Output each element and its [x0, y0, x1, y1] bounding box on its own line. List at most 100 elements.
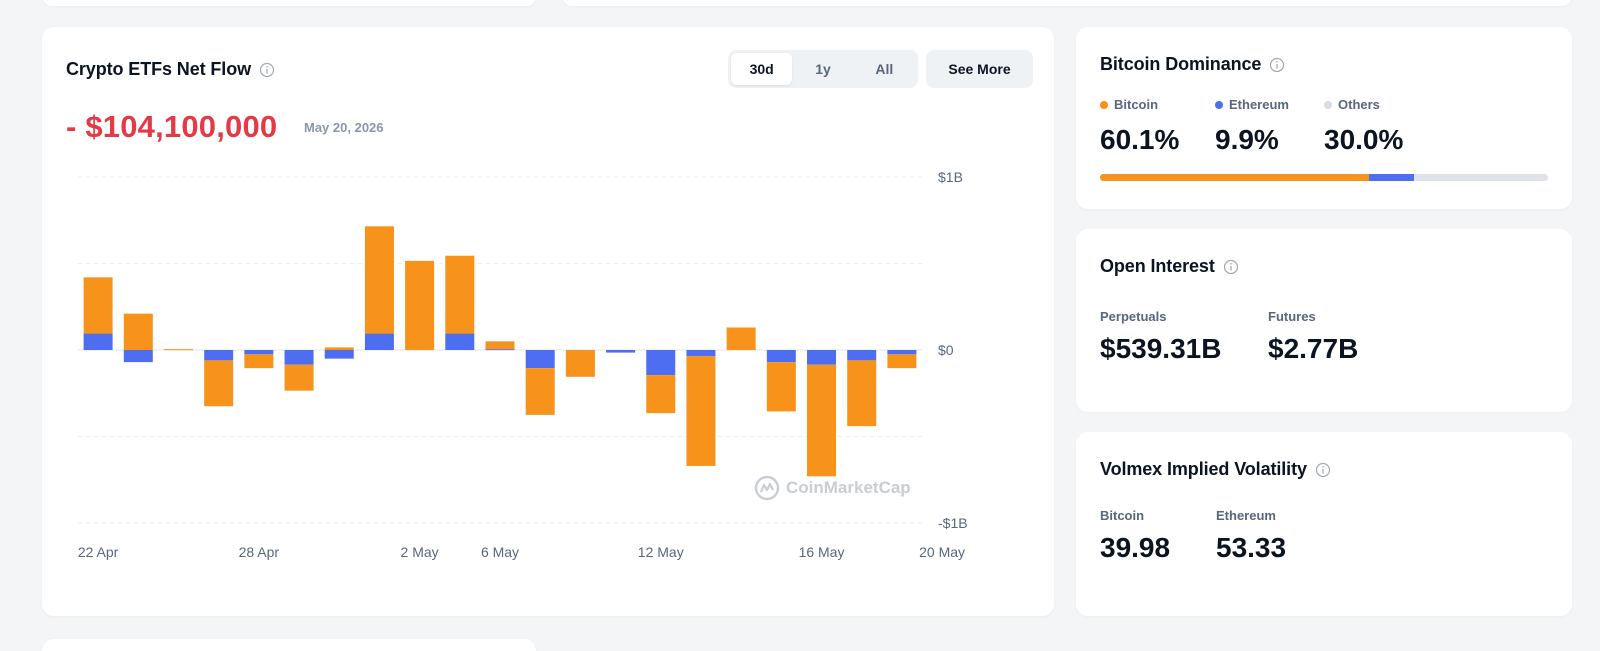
bitcoin-bar	[284, 364, 314, 391]
bitcoin-dot-icon	[1100, 100, 1108, 109]
volatility-ethereum-label: Ethereum	[1216, 508, 1276, 523]
net-flow-value: - $104,100,000	[66, 109, 278, 144]
bitcoin-bar	[525, 368, 555, 415]
ethereum-bar	[847, 350, 877, 361]
ethereum-bar	[686, 350, 716, 357]
futures-value: $2.77B	[1268, 333, 1359, 364]
y-tick-label: $0	[938, 342, 954, 358]
range-selector: 30d 1y All	[728, 50, 918, 88]
implied-volatility-card: Volmex Implied Volatility Bitcoin 39.98 …	[1076, 432, 1572, 616]
ethereum-bar	[123, 350, 153, 363]
dominance-bar-others	[1413, 174, 1548, 181]
coinmarketcap-logo-icon	[754, 475, 780, 501]
range-all-button[interactable]: All	[875, 61, 894, 77]
x-tick-label: 6 May	[481, 544, 519, 560]
ethereum-bar	[204, 350, 234, 361]
others-dot-icon	[1324, 100, 1332, 109]
previous-card-right	[562, 0, 1572, 6]
bitcoin-bar	[163, 349, 193, 351]
ethereum-bar	[887, 350, 917, 355]
volatility-bitcoin-label: Bitcoin	[1100, 508, 1145, 523]
y-tick-label: -$1B	[938, 515, 968, 531]
watermark-text: CoinMarketCap	[786, 478, 911, 497]
ethereum-bar	[646, 350, 676, 376]
bitcoin-bar	[244, 354, 274, 369]
x-tick-label: 12 May	[638, 544, 684, 560]
etf-net-flow-card: Crypto ETFs Net Flow 30d 1y All See More…	[42, 27, 1054, 616]
info-icon[interactable]	[1315, 462, 1331, 478]
net-flow-date: May 20, 2026	[304, 120, 384, 135]
futures-label: Futures	[1268, 309, 1316, 324]
legend-bitcoin: Bitcoin	[1100, 97, 1158, 112]
range-1y-button[interactable]: 1y	[815, 61, 831, 77]
coinmarketcap-watermark: CoinMarketCap	[754, 475, 911, 501]
bitcoin-bar	[83, 277, 113, 334]
etf-card-title: Crypto ETFs Net Flow	[66, 59, 275, 80]
ethereum-bar	[807, 350, 837, 365]
legend-ethereum-label: Ethereum	[1229, 97, 1289, 112]
bitcoin-bar	[766, 362, 796, 412]
volatility-bitcoin-value: 39.98	[1100, 532, 1171, 563]
range-30d-button[interactable]: 30d	[731, 53, 793, 85]
bitcoin-dominance-value: 60.1%	[1100, 124, 1180, 155]
dominance-card-title: Bitcoin Dominance	[1100, 54, 1285, 75]
others-dominance-value: 30.0%	[1324, 124, 1404, 155]
bitcoin-bar	[847, 360, 877, 427]
volatility-title-text: Volmex Implied Volatility	[1100, 459, 1307, 479]
x-tick-label: 16 May	[799, 544, 845, 560]
bitcoin-bar	[565, 350, 595, 377]
x-tick-label: 2 May	[401, 544, 439, 560]
dominance-bar-ethereum	[1369, 174, 1414, 181]
ethereum-bar	[244, 350, 274, 355]
ethereum-bar	[445, 333, 475, 350]
ethereum-bar	[284, 350, 314, 365]
ethereum-bar	[83, 333, 113, 350]
bitcoin-bar	[646, 375, 676, 414]
y-tick-label: $1B	[938, 169, 963, 185]
open-interest-title-text: Open Interest	[1100, 256, 1215, 276]
bitcoin-bar	[123, 313, 153, 350]
net-flow-chart[interactable]: $1B $0 -$1B 22 Apr 28 Apr 2 May 6 May 12 May 16 …	[42, 167, 1054, 587]
etf-title-text: Crypto ETFs Net Flow	[66, 59, 252, 79]
ethereum-bar	[364, 333, 394, 350]
see-more-button[interactable]: See More	[926, 50, 1033, 88]
next-card	[42, 639, 536, 651]
bitcoin-bar	[324, 347, 354, 350]
open-interest-card: Open Interest Perpetuals $539.31B Future…	[1076, 229, 1572, 412]
perpetuals-label: Perpetuals	[1100, 309, 1167, 324]
perpetuals-value: $539.31B	[1100, 333, 1222, 364]
ethereum-dominance-value: 9.9%	[1215, 124, 1279, 155]
bitcoin-bar	[726, 327, 756, 350]
info-icon[interactable]	[1223, 259, 1239, 275]
ethereum-bar	[324, 350, 354, 359]
ethereum-dot-icon	[1215, 100, 1223, 109]
x-tick-label: 22 Apr	[78, 544, 119, 560]
x-tick-label: 20 May	[919, 544, 965, 560]
ethereum-bar	[766, 350, 796, 363]
dominance-bar	[1100, 174, 1548, 181]
legend-others: Others	[1324, 97, 1380, 112]
bitcoin-bar	[204, 360, 234, 407]
legend-others-label: Others	[1338, 97, 1380, 112]
legend-bitcoin-label: Bitcoin	[1114, 97, 1159, 112]
bitcoin-dominance-card: Bitcoin Dominance Bitcoin Ethereum Other…	[1076, 27, 1572, 209]
previous-card-left	[42, 0, 536, 6]
dominance-bar-bitcoin	[1100, 174, 1370, 181]
bitcoin-bar	[445, 255, 475, 334]
bitcoin-bar	[807, 364, 837, 477]
ethereum-bar	[485, 349, 515, 351]
bitcoin-bar	[364, 226, 394, 334]
bitcoin-bar	[686, 356, 716, 466]
dominance-title-text: Bitcoin Dominance	[1100, 54, 1262, 74]
bitcoin-bar	[405, 260, 435, 350]
volatility-card-title: Volmex Implied Volatility	[1100, 459, 1331, 480]
ethereum-bar	[525, 350, 555, 369]
open-interest-card-title: Open Interest	[1100, 256, 1239, 277]
bitcoin-bar	[887, 354, 917, 369]
ethereum-bar	[606, 350, 636, 353]
bitcoin-bar	[485, 341, 515, 350]
legend-ethereum: Ethereum	[1215, 97, 1289, 112]
info-icon[interactable]	[259, 62, 275, 78]
info-icon[interactable]	[1269, 57, 1285, 73]
volatility-ethereum-value: 53.33	[1216, 532, 1287, 563]
